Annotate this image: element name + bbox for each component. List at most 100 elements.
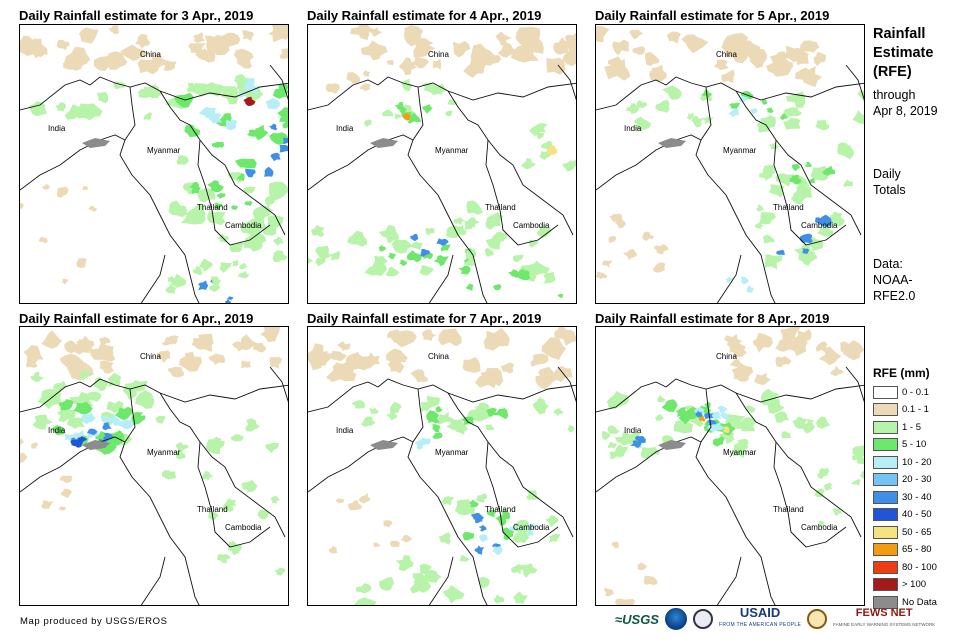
rainfall-patch <box>242 82 255 91</box>
rainfall-patch <box>233 48 254 67</box>
rainfall-patch <box>58 506 66 511</box>
rainfall-patch <box>501 527 514 541</box>
border-line <box>735 90 862 236</box>
legend-label: 80 - 100 <box>902 561 937 573</box>
border-line <box>20 436 126 493</box>
rainfall-patch <box>442 496 455 506</box>
rainfall-patch <box>184 351 198 365</box>
no-data-area <box>82 440 110 450</box>
rainfall-patch <box>713 59 729 71</box>
rainfall-patch <box>42 183 51 190</box>
place-label-india: India <box>336 426 354 435</box>
rainfall-patch <box>378 224 399 244</box>
rainfall-patch <box>661 399 678 412</box>
legend-title: RFE (mm) <box>873 366 930 380</box>
rainfall-patch <box>493 284 502 291</box>
legend-label: 20 - 30 <box>902 474 932 485</box>
rainfall-patch <box>391 239 413 254</box>
rainfall-patch <box>799 233 813 244</box>
legend-swatch <box>873 578 898 591</box>
sidebar-data-line2: NOAA- <box>873 273 913 287</box>
rainfall-patch <box>120 44 150 61</box>
rainfall-patch <box>245 168 256 178</box>
sidebar-data-line1: Data: <box>873 257 903 271</box>
rainfall-patch <box>538 366 556 382</box>
rainfall-patch <box>761 99 768 105</box>
rainfall-patch <box>38 237 48 244</box>
place-label-china: China <box>716 352 737 361</box>
rainfall-patch <box>332 361 355 379</box>
rainfall-patch <box>167 276 175 282</box>
rainfall-patch <box>155 415 166 424</box>
rainfall-patch <box>419 401 433 412</box>
border-line <box>119 388 200 605</box>
legend-swatch <box>873 525 898 539</box>
rainfall-patch <box>22 38 48 58</box>
rainfall-shading <box>596 25 864 293</box>
rainfall-patch <box>99 360 114 374</box>
rainfall-patch <box>382 109 394 117</box>
rainfall-patch <box>485 212 503 230</box>
rainfall-patch <box>311 225 325 238</box>
rainfall-patch <box>837 142 850 156</box>
rainfall-patch <box>346 72 360 84</box>
rainfall-patch <box>615 220 627 229</box>
rainfall-patch <box>59 475 72 483</box>
legend-label: 30 - 40 <box>902 491 932 503</box>
rainfall-patch <box>421 437 431 445</box>
rainfall-patch <box>545 515 559 527</box>
rainfall-patch <box>662 85 682 100</box>
rainfall-patch <box>483 328 510 351</box>
rainfall-patch <box>611 213 623 222</box>
legend-item: > 100 <box>873 577 937 593</box>
panel-title-1: Daily Rainfall estimate for 3 Apr., 2019 <box>19 8 254 23</box>
rainfall-patch <box>436 412 454 425</box>
rainfall-patch <box>606 391 630 408</box>
border-line <box>308 134 414 191</box>
rainfall-patch <box>167 366 183 375</box>
rainfall-patch <box>726 340 746 353</box>
place-label-india: India <box>624 124 642 133</box>
rainfall-patch <box>567 425 575 433</box>
rainfall-patch <box>728 108 739 118</box>
rainfall-patch <box>163 59 177 71</box>
legend-swatch <box>873 420 898 434</box>
rainfall-patch <box>435 406 443 413</box>
rainfall-patch <box>546 144 558 156</box>
rainfall-patch <box>360 83 371 92</box>
rainfall-patch <box>226 296 234 301</box>
rainfall-patch <box>355 583 372 594</box>
rainfall-patch <box>515 26 541 47</box>
rainfall-patch <box>354 597 377 605</box>
rainfall-patch <box>432 432 443 439</box>
border-line <box>197 139 271 246</box>
rainfall-patch <box>802 248 809 254</box>
rainfall-patch <box>700 89 712 98</box>
rainfall-map: China India Myanmar Thailand Cambodia <box>308 25 576 303</box>
rainfall-patch <box>596 25 610 43</box>
border-line <box>557 366 576 403</box>
rainfall-patch <box>243 238 263 252</box>
rainfall-patch <box>244 200 253 207</box>
rainfall-patch <box>186 82 202 94</box>
rainfall-patch <box>23 345 44 360</box>
rainfall-patch <box>335 498 344 504</box>
rainfall-patch <box>776 249 785 255</box>
legend-swatch <box>873 403 898 416</box>
legend-label: 50 - 65 <box>902 526 932 538</box>
panel-title-6: Daily Rainfall estimate for 8 Apr., 2019 <box>595 311 830 326</box>
place-label-myanmar: Myanmar <box>435 448 469 457</box>
rainfall-patch <box>779 327 801 343</box>
legend-swatch <box>873 438 898 451</box>
rainfall-patch <box>32 414 53 430</box>
rainfall-patch <box>729 102 741 109</box>
place-label-thailand: Thailand <box>485 505 516 514</box>
rainfall-patch <box>188 43 206 56</box>
place-label-india: India <box>48 124 66 133</box>
legend-label: 65 - 80 <box>902 544 932 555</box>
place-label-thailand: Thailand <box>197 505 228 514</box>
rainfall-patch <box>270 152 281 162</box>
rainfall-patch <box>265 98 281 110</box>
legend-item: 1 - 5 <box>873 419 937 435</box>
rainfall-patch <box>364 119 372 127</box>
